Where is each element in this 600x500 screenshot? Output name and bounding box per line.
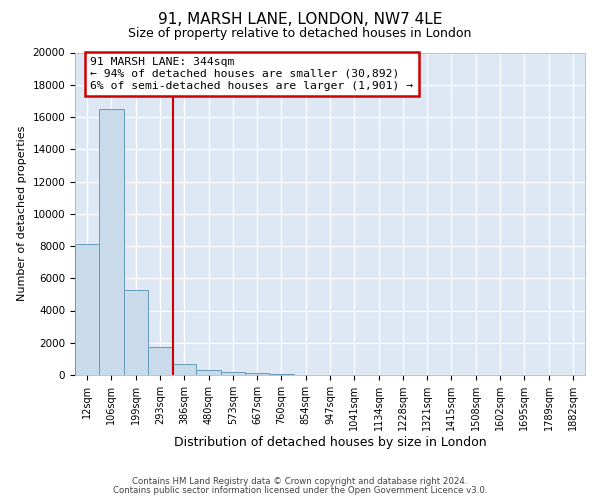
Bar	[75, 244, 99, 375]
Text: 91 MARSH LANE: 344sqm
← 94% of detached houses are smaller (30,892)
6% of semi-d: 91 MARSH LANE: 344sqm ← 94% of detached …	[90, 58, 413, 90]
Bar	[245, 374, 269, 375]
X-axis label: Distribution of detached houses by size in London: Distribution of detached houses by size …	[173, 436, 487, 449]
Bar	[172, 364, 196, 375]
Bar	[196, 370, 221, 375]
Text: Contains public sector information licensed under the Open Government Licence v3: Contains public sector information licen…	[113, 486, 487, 495]
Bar	[148, 347, 172, 375]
Bar	[99, 109, 124, 375]
Y-axis label: Number of detached properties: Number of detached properties	[17, 126, 27, 302]
Text: 91, MARSH LANE, LONDON, NW7 4LE: 91, MARSH LANE, LONDON, NW7 4LE	[158, 12, 442, 28]
Bar	[124, 290, 148, 375]
Bar	[221, 372, 245, 375]
Text: Size of property relative to detached houses in London: Size of property relative to detached ho…	[128, 28, 472, 40]
Bar	[269, 374, 293, 375]
Text: Contains HM Land Registry data © Crown copyright and database right 2024.: Contains HM Land Registry data © Crown c…	[132, 477, 468, 486]
